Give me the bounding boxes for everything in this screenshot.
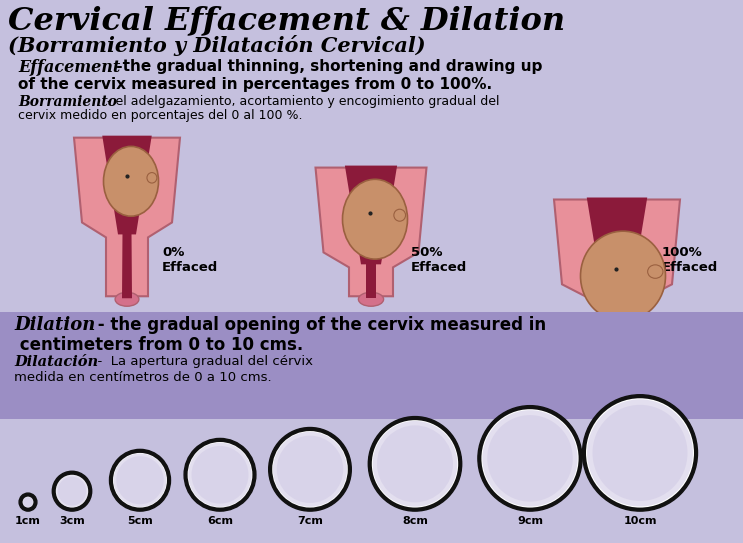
Ellipse shape [147,173,157,183]
Ellipse shape [602,292,632,306]
Ellipse shape [358,292,383,306]
Text: (Borramiento y Dilatación Cervical): (Borramiento y Dilatación Cervical) [8,35,426,56]
Circle shape [272,431,348,508]
Ellipse shape [115,292,139,306]
Text: Dilation: Dilation [14,316,95,334]
Text: 1cm: 1cm [15,516,41,526]
Circle shape [377,425,453,502]
Circle shape [23,497,33,507]
Text: 7cm: 7cm [297,516,323,526]
Text: 0%: 0% [162,246,184,259]
Circle shape [188,443,252,507]
Circle shape [478,406,582,511]
Text: 50%: 50% [411,246,443,259]
Circle shape [56,475,88,507]
Circle shape [113,453,167,508]
FancyBboxPatch shape [0,312,743,419]
Circle shape [192,446,248,504]
Circle shape [116,456,163,504]
Text: Effaced: Effaced [662,261,718,274]
Circle shape [23,497,33,508]
Text: 6cm: 6cm [207,516,233,526]
Circle shape [273,432,347,507]
Circle shape [583,395,698,511]
Text: Dilatación: Dilatación [14,355,98,369]
Circle shape [52,471,91,511]
Text: - el adelgazamiento, acortamiento y encogimiento gradual del: - el adelgazamiento, acortamiento y enco… [103,95,499,108]
Ellipse shape [103,147,158,216]
Ellipse shape [580,231,666,321]
Circle shape [184,438,256,511]
Polygon shape [122,232,132,298]
Polygon shape [587,198,647,296]
Text: -the gradual thinning, shortening and drawing up: -the gradual thinning, shortening and dr… [111,59,542,74]
Text: 3cm: 3cm [59,516,85,526]
Text: Borramiento: Borramiento [18,95,117,109]
Text: Effacement: Effacement [18,59,120,76]
Circle shape [587,399,693,507]
Polygon shape [103,136,152,235]
Text: Effaced: Effaced [411,261,467,274]
Circle shape [586,398,694,508]
Circle shape [114,453,166,507]
Text: centimeters from 0 to 10 cms.: centimeters from 0 to 10 cms. [14,336,303,353]
Polygon shape [554,199,680,299]
Ellipse shape [648,265,663,279]
Circle shape [482,410,577,507]
Circle shape [22,497,33,508]
Text: Cervical Effacement & Dilation: Cervical Effacement & Dilation [8,5,565,36]
Circle shape [372,420,458,508]
Circle shape [187,442,253,508]
Circle shape [269,427,351,511]
Circle shape [481,409,579,508]
Circle shape [58,477,86,506]
Circle shape [276,435,343,503]
Text: 100%: 100% [662,246,703,259]
Circle shape [487,415,573,502]
Text: Effaced: Effaced [162,261,218,274]
Text: 9cm: 9cm [517,516,543,526]
Circle shape [19,493,37,511]
Text: 8cm: 8cm [402,516,428,526]
Text: 10cm: 10cm [623,516,657,526]
Polygon shape [345,166,397,264]
Polygon shape [366,262,376,298]
Text: - the gradual opening of the cervix measured in: - the gradual opening of the cervix meas… [92,316,546,334]
Circle shape [373,421,458,507]
Text: 5cm: 5cm [127,516,153,526]
Circle shape [109,450,170,511]
Text: -  La apertura gradual del cérvix: - La apertura gradual del cérvix [89,355,313,368]
Ellipse shape [343,179,407,259]
Ellipse shape [394,209,406,221]
Text: medida en centímetros de 0 a 10 cms.: medida en centímetros de 0 a 10 cms. [14,371,272,384]
Polygon shape [316,168,426,296]
Polygon shape [74,138,180,296]
Text: cervix medido en porcentajes del 0 al 100 %.: cervix medido en porcentajes del 0 al 10… [18,109,302,122]
Text: of the cervix measured in percentages from 0 to 100%.: of the cervix measured in percentages fr… [18,77,492,92]
Circle shape [592,405,687,501]
Circle shape [369,416,461,511]
Circle shape [56,475,88,508]
